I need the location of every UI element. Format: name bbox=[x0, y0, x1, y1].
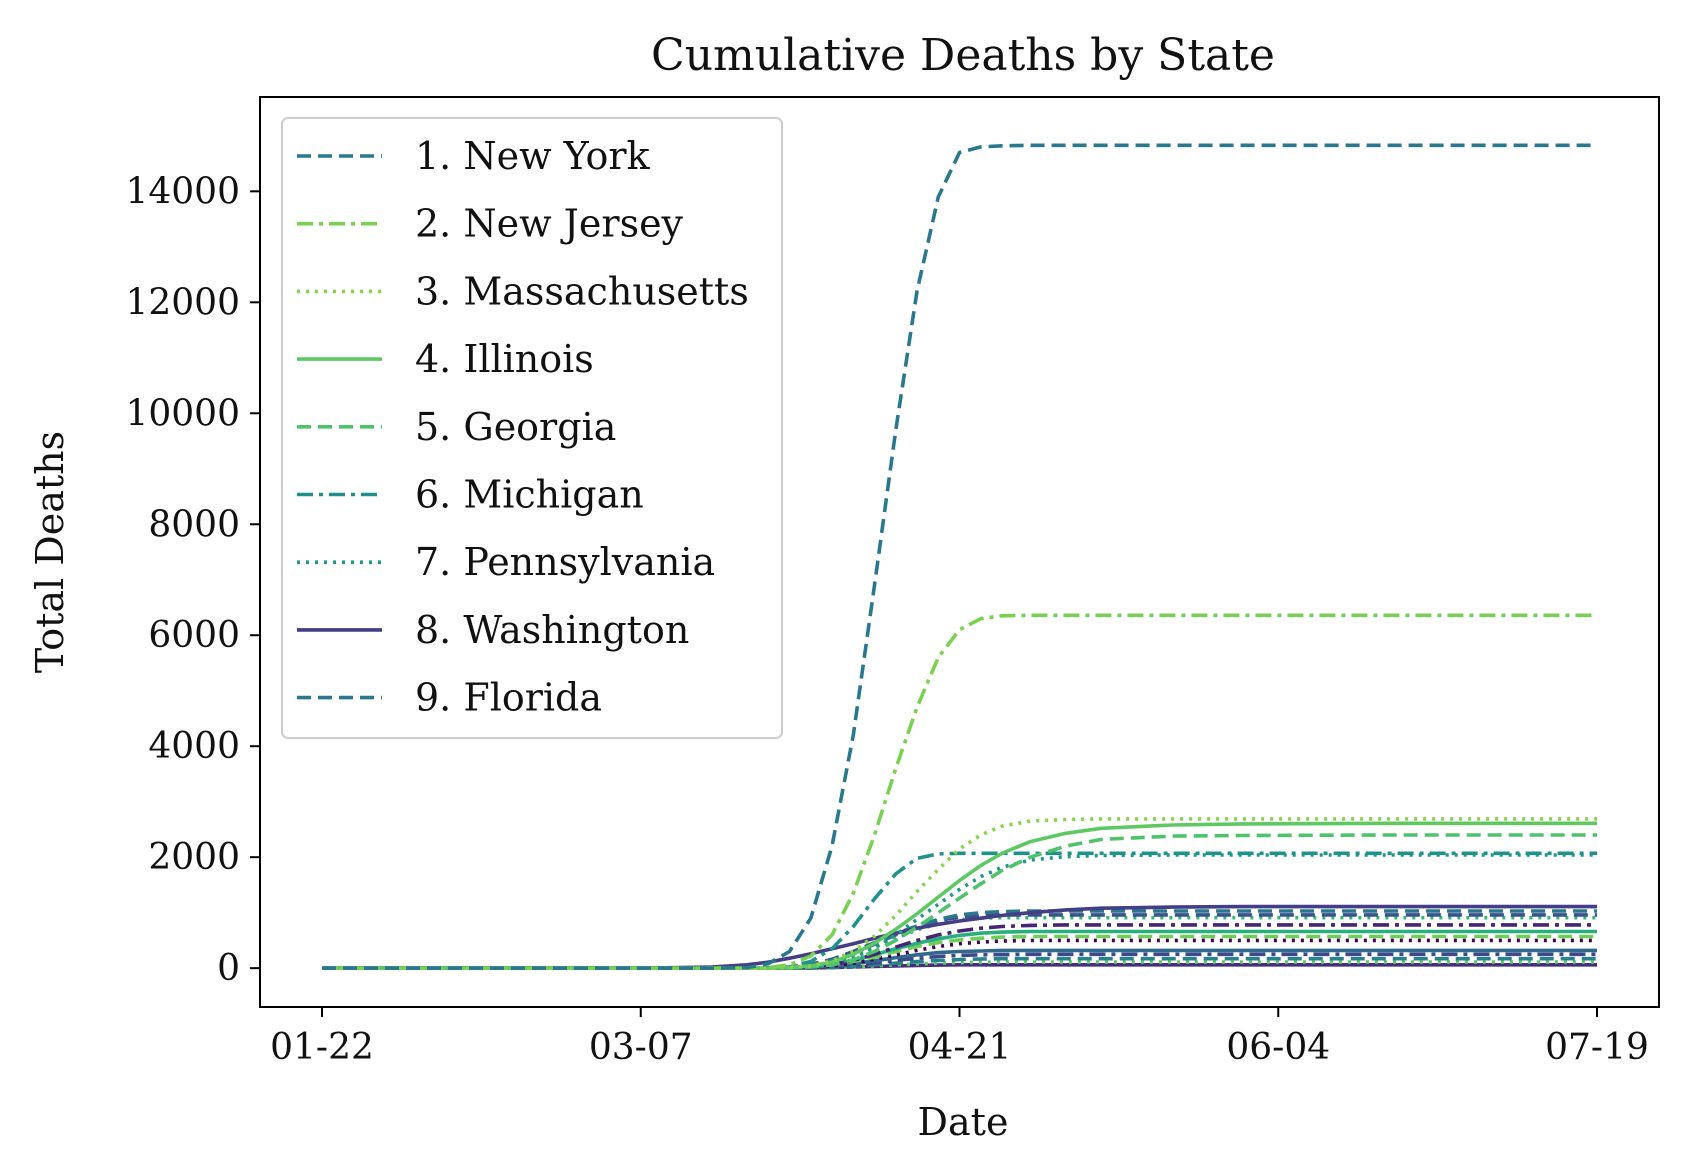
x-tick-label: 07-19 bbox=[1545, 1027, 1649, 1068]
series-line-4 bbox=[322, 821, 1597, 971]
y-axis-title: Total Deaths bbox=[28, 431, 72, 673]
legend-label: 6. Michigan bbox=[415, 473, 644, 517]
legend-label: 2. New Jersey bbox=[415, 202, 684, 246]
series-line-18 bbox=[322, 956, 1597, 971]
legend-label: 1. New York bbox=[415, 134, 651, 178]
y-tick-label: 10000 bbox=[125, 393, 240, 434]
y-tick-label: 2000 bbox=[148, 837, 240, 878]
series-line-19 bbox=[322, 960, 1597, 971]
y-axis: 0 2000 4000 6000 8000 10000 12000 14000 bbox=[125, 171, 260, 989]
series-line-10 bbox=[322, 913, 1597, 971]
series-line-3 bbox=[322, 817, 1597, 971]
legend-label: 9. Florida bbox=[415, 676, 602, 720]
y-tick-label: 4000 bbox=[148, 726, 240, 767]
series-line-11 bbox=[322, 915, 1597, 971]
legend-label: 3. Massachusetts bbox=[415, 269, 749, 313]
series-lines bbox=[322, 143, 1597, 971]
y-tick-label: 14000 bbox=[125, 171, 240, 212]
y-tick-label: 0 bbox=[217, 948, 240, 989]
legend-label: 5. Georgia bbox=[415, 405, 616, 449]
series-line-9 bbox=[322, 909, 1597, 971]
chart-title: Cumulative Deaths by State bbox=[651, 30, 1275, 81]
y-tick-label: 12000 bbox=[125, 282, 240, 323]
y-tick-label: 6000 bbox=[148, 615, 240, 656]
series-line-15 bbox=[322, 938, 1597, 971]
x-axis-title: Date bbox=[918, 1100, 1009, 1144]
legend-label: 7. Pennsylvania bbox=[415, 540, 715, 584]
series-line-14 bbox=[322, 934, 1597, 971]
legend-label: 4. Illinois bbox=[415, 337, 594, 381]
series-line-8 bbox=[322, 904, 1597, 971]
series-line-2 bbox=[322, 613, 1597, 971]
legend: 1. New York 2. New Jersey 3. Massachusetts… bbox=[281, 117, 783, 739]
y-tick-label: 8000 bbox=[148, 504, 240, 545]
x-axis: 01-22 03-07 04-21 06-04 07-19 bbox=[270, 1007, 1649, 1068]
legend-box bbox=[281, 117, 783, 739]
x-tick-label: 06-04 bbox=[1226, 1027, 1330, 1068]
x-tick-label: 04-21 bbox=[908, 1027, 1012, 1068]
x-tick-label: 01-22 bbox=[270, 1027, 374, 1068]
series-line-1 bbox=[322, 143, 1597, 971]
x-tick-label: 03-07 bbox=[589, 1027, 693, 1068]
legend-label: 8. Washington bbox=[415, 608, 689, 652]
